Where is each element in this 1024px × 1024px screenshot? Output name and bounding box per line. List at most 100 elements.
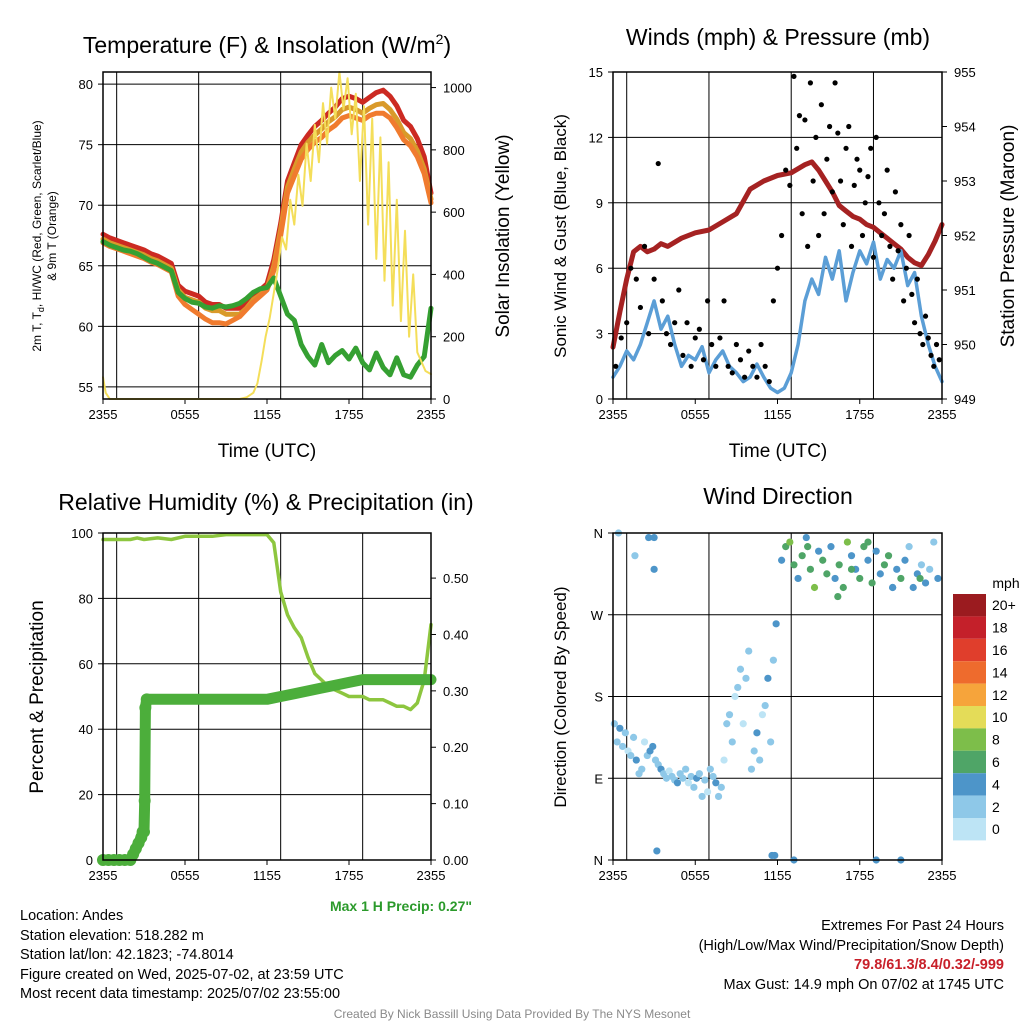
- direction-point: [640, 738, 649, 746]
- direction-point: [690, 783, 698, 791]
- direction-point: [736, 665, 745, 673]
- y-tick-label: 70: [79, 198, 93, 213]
- y-axis-label-line2: & 9m T (Orange): [45, 191, 59, 281]
- colorbar-swatch: [953, 773, 986, 796]
- y-tick-label: 15: [589, 65, 603, 80]
- y2-tick-label: 953: [954, 174, 976, 189]
- y2-axis-label: Station Pressure (Maroon): [998, 125, 1019, 348]
- direction-point: [790, 561, 798, 569]
- gust-point: [879, 232, 885, 239]
- gust-point: [906, 232, 912, 239]
- direction-point: [823, 570, 831, 578]
- direction-point: [709, 772, 717, 781]
- x-tick-label: 0555: [171, 407, 200, 422]
- gust-point: [729, 370, 735, 376]
- max-gust-text: Max Gust: 14.9 mph On 07/02 at 1745 UTC: [723, 976, 1004, 993]
- gust-point: [754, 374, 760, 380]
- gust-point: [936, 357, 942, 363]
- gust-point: [865, 174, 871, 180]
- gust-point: [840, 222, 846, 228]
- gust-point: [920, 341, 926, 348]
- gust-point: [618, 335, 624, 341]
- direction-point: [703, 788, 712, 796]
- gust-point: [821, 211, 827, 217]
- colorbar: mph 20+ 18 16 14 12 10 8 6 4 2 0: [953, 575, 1020, 841]
- x-tick-label: 2355: [89, 868, 118, 883]
- direction-point: [758, 711, 767, 719]
- y2-tick-label: 400: [443, 267, 465, 282]
- direction-point: [629, 733, 638, 741]
- gust-point: [843, 145, 849, 151]
- direction-point: [616, 724, 624, 732]
- chart-title: Wind Direction: [703, 483, 853, 509]
- gust-point: [651, 276, 657, 282]
- direction-point: [673, 779, 682, 787]
- gust-point: [725, 363, 731, 369]
- direction-point: [901, 556, 909, 564]
- colorbar-swatch: [953, 750, 986, 774]
- direction-point: [864, 556, 872, 564]
- direction-point: [687, 772, 695, 781]
- gust-point: [829, 189, 835, 195]
- x-axis-label: Time (UTC): [729, 441, 828, 462]
- gust-point: [796, 113, 803, 119]
- x-tick-label: 2355: [417, 868, 446, 883]
- direction-point: [745, 647, 753, 655]
- y2-tick-label: 0.20: [443, 740, 468, 755]
- series-line-precip: [97, 674, 437, 866]
- gust-point: [903, 265, 909, 271]
- x-tick-label: 2355: [417, 407, 446, 422]
- gust-point: [779, 232, 785, 239]
- title-close: ): [443, 32, 451, 58]
- colorbar-label: 14: [992, 664, 1008, 680]
- y2-tick-label: 952: [954, 229, 976, 244]
- y2-tick-label: 1000: [443, 81, 472, 96]
- y2-tick-label: 0.00: [443, 853, 468, 868]
- direction-point: [725, 711, 734, 719]
- colorbar-label: 20+: [992, 597, 1016, 613]
- direction-point: [728, 738, 736, 746]
- direction-point: [714, 792, 723, 801]
- colorbar-swatch: [953, 706, 986, 729]
- y-axis-label: Percent & Precipitation: [27, 600, 48, 793]
- y-tick-label: N: [594, 853, 603, 868]
- gust-point: [663, 331, 670, 337]
- latlon-text: Station lat/lon: 42.1823; -74.8014: [20, 947, 234, 963]
- x-tick-label: 1155: [253, 407, 281, 422]
- gust-point: [704, 298, 711, 304]
- direction-point: [764, 674, 772, 682]
- y2-tick-label: 955: [954, 65, 976, 80]
- colorbar-label: 6: [992, 754, 1000, 770]
- direction-point: [650, 565, 658, 573]
- y-tick-label: 40: [79, 722, 93, 737]
- direction-point: [909, 583, 917, 592]
- gust-point: [700, 357, 707, 363]
- gust-point: [805, 243, 811, 249]
- gust-point: [692, 335, 698, 341]
- extremes-values: 79.8/61.3/8.4/0.32/-999: [854, 957, 1004, 973]
- gust-point: [770, 298, 776, 304]
- gust-point: [868, 145, 874, 151]
- direction-point: [632, 756, 640, 764]
- y-tick-label: 60: [79, 319, 93, 334]
- gust-point: [762, 363, 768, 369]
- y-tick-label: 100: [71, 526, 93, 541]
- direction-point: [734, 683, 742, 692]
- direction-point: [872, 547, 880, 555]
- temperature-frame: [102, 71, 432, 400]
- precip-point: [138, 794, 151, 807]
- colorbar-label: 16: [992, 642, 1008, 658]
- colorbar-swatch: [953, 616, 986, 639]
- x-tick-label: 2355: [599, 868, 628, 883]
- direction-point: [786, 538, 794, 546]
- gust-point: [854, 156, 860, 162]
- extremes-title: Extremes For Past 24 Hours: [821, 918, 1004, 934]
- x-tick-label: 1155: [764, 407, 792, 422]
- direction-point: [695, 770, 703, 778]
- gust-point: [909, 291, 915, 297]
- y2-tick-label: 800: [443, 143, 465, 158]
- y-tick-label: N: [594, 526, 603, 541]
- gust-point: [758, 341, 764, 348]
- gust-point: [684, 320, 690, 326]
